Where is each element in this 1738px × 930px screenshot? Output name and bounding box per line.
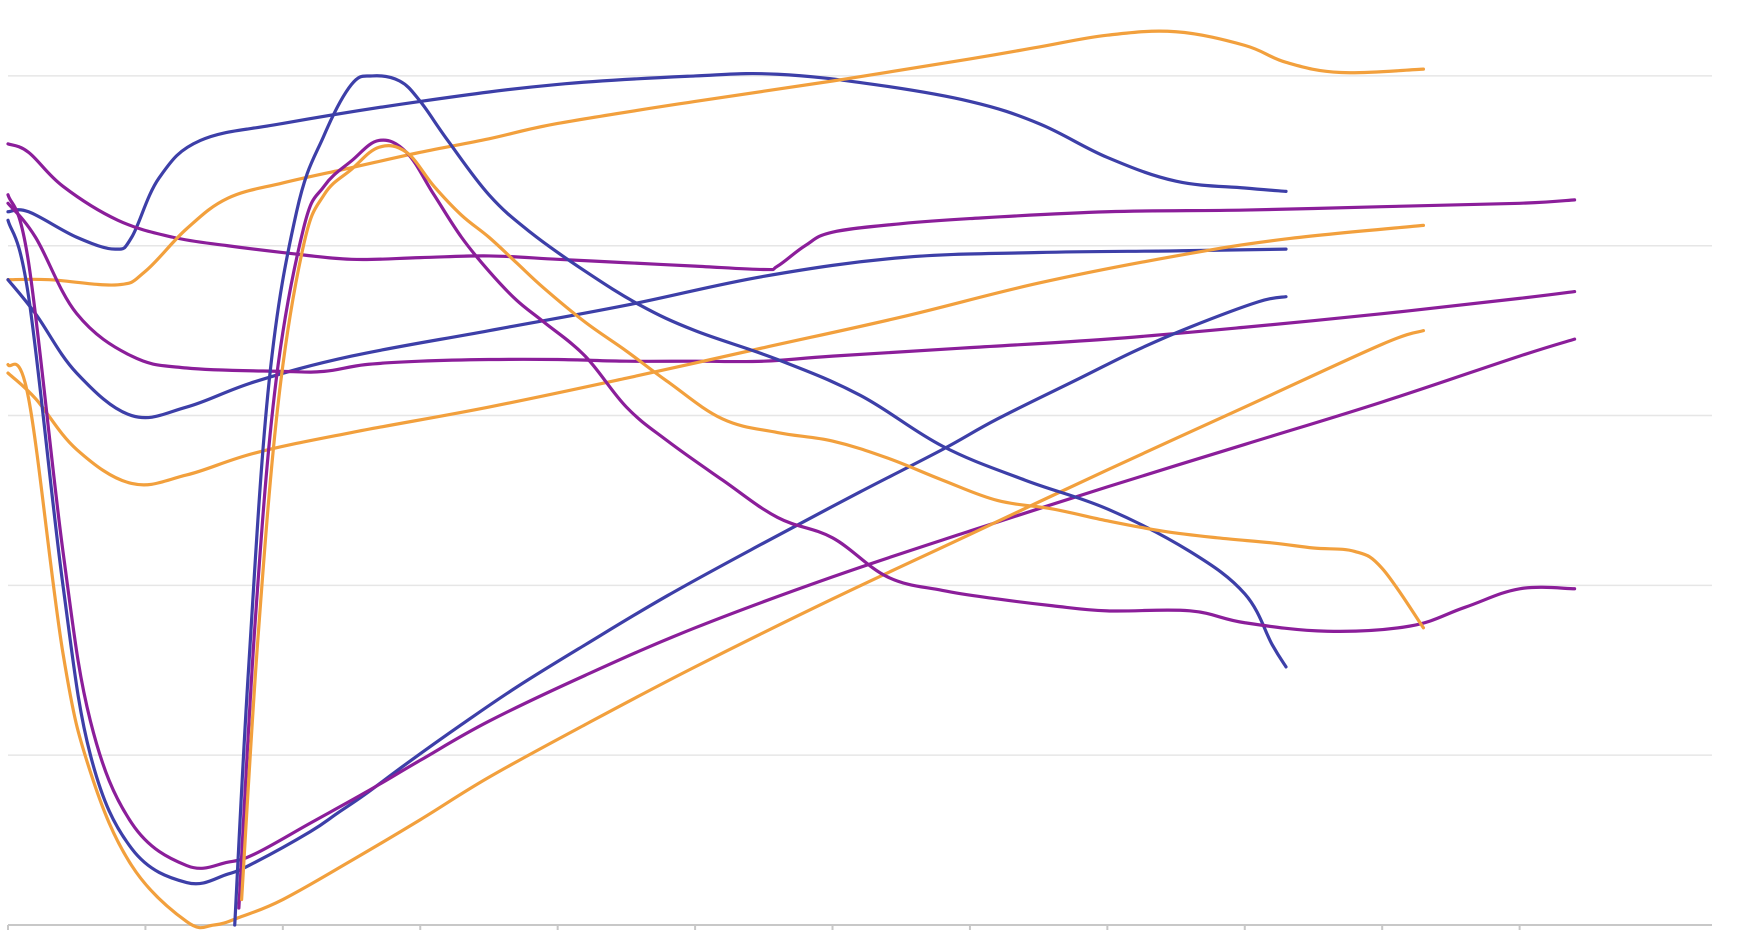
series-line-1-blue bbox=[6, 71, 1288, 251]
series-line-4-blue bbox=[6, 247, 1288, 420]
series-line-7-blue bbox=[6, 218, 1288, 886]
x-axis bbox=[7, 924, 1712, 930]
series-line-8-purple bbox=[6, 193, 1577, 870]
series-line-3-orange bbox=[6, 29, 1426, 287]
series-line-6-orange bbox=[6, 223, 1426, 487]
grid-lines bbox=[8, 75, 1712, 756]
series-line-5-purple bbox=[6, 201, 1577, 374]
series-lines bbox=[6, 29, 1577, 930]
series-line-2-purple bbox=[6, 142, 1577, 272]
series-line-10-blue bbox=[233, 74, 1288, 927]
series-line-9-orange bbox=[6, 329, 1426, 930]
series-line-12-orange bbox=[240, 144, 1426, 902]
series-line-11-purple bbox=[237, 138, 1577, 910]
